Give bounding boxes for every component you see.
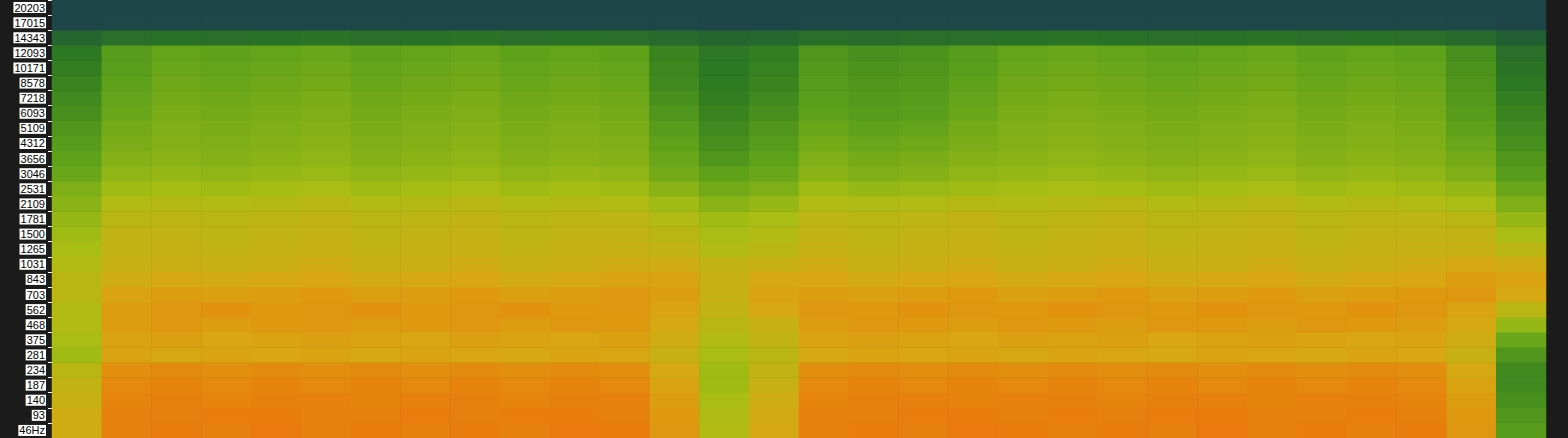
svg-text:140: 140	[27, 394, 45, 406]
svg-text:1031: 1031	[21, 258, 45, 270]
svg-text:10171: 10171	[14, 62, 45, 74]
svg-text:7218: 7218	[21, 92, 45, 104]
svg-text:5109: 5109	[21, 122, 45, 134]
svg-text:2109: 2109	[21, 198, 45, 210]
svg-text:843: 843	[27, 273, 45, 285]
svg-text:562: 562	[27, 304, 45, 316]
svg-text:1265: 1265	[21, 243, 45, 255]
svg-text:93: 93	[33, 409, 45, 421]
svg-text:2531: 2531	[21, 183, 45, 195]
svg-text:20203: 20203	[14, 2, 45, 14]
svg-text:703: 703	[27, 289, 45, 301]
svg-text:187: 187	[27, 379, 45, 391]
svg-text:17015: 17015	[14, 17, 45, 29]
svg-text:12093: 12093	[14, 47, 45, 59]
svg-text:1500: 1500	[21, 228, 45, 240]
svg-text:468: 468	[27, 319, 45, 331]
svg-text:375: 375	[27, 334, 45, 346]
svg-text:3656: 3656	[21, 153, 45, 165]
svg-text:14343: 14343	[14, 32, 45, 44]
svg-text:3046: 3046	[21, 168, 45, 180]
svg-text:4312: 4312	[21, 137, 45, 149]
svg-text:234: 234	[27, 364, 45, 376]
svg-text:6093: 6093	[21, 107, 45, 119]
svg-text:281: 281	[27, 349, 45, 361]
svg-text:8578: 8578	[21, 77, 45, 89]
svg-text:1781: 1781	[21, 213, 45, 225]
svg-text:46Hz: 46Hz	[19, 424, 45, 436]
